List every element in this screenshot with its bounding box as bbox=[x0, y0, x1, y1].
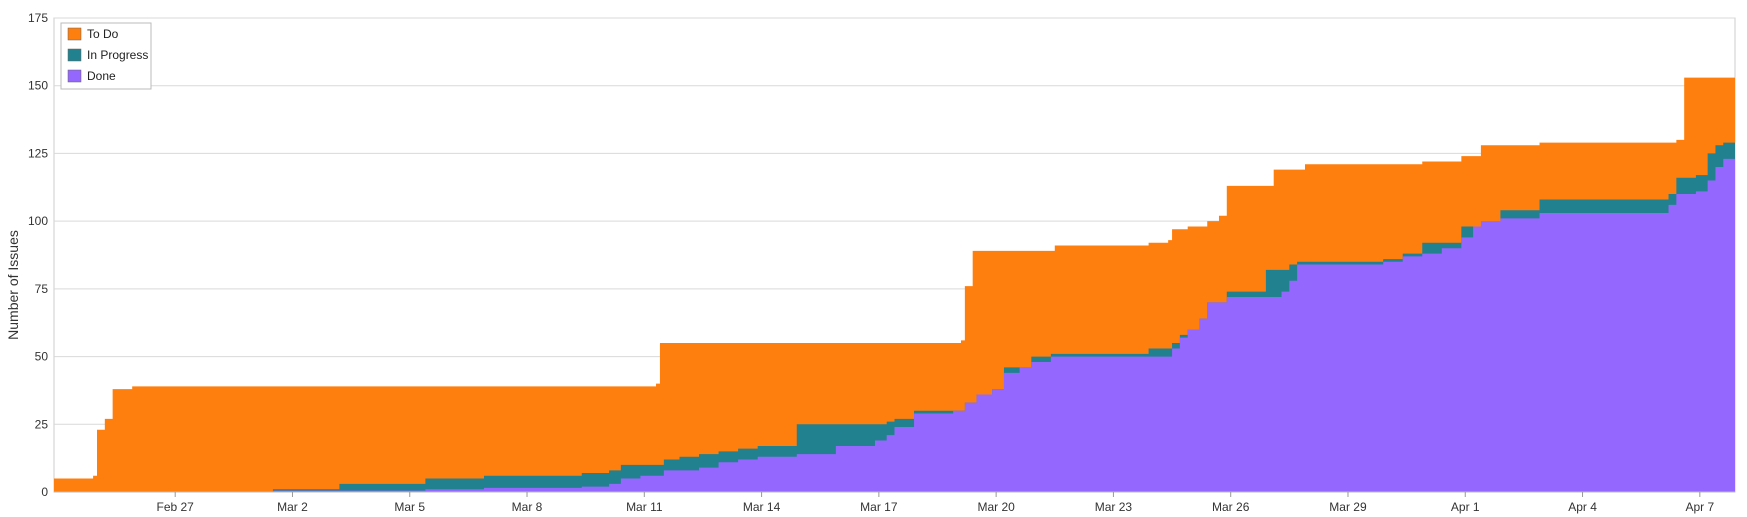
y-tick-label: 75 bbox=[35, 282, 49, 296]
legend-label-done: Done bbox=[87, 69, 116, 83]
y-tick-label: 25 bbox=[35, 417, 49, 431]
x-tick-label: Mar 11 bbox=[626, 500, 663, 514]
y-tick-label: 150 bbox=[28, 79, 48, 93]
legend-swatch-in-progress bbox=[67, 48, 82, 62]
axis-layer: 0 25 50 75 100 125 150 175 Feb 27 Mar 2 Mar 5 Mar 8… bbox=[28, 11, 1735, 514]
x-tick-label: Mar 17 bbox=[860, 500, 898, 514]
x-tick-label: Mar 8 bbox=[512, 500, 543, 514]
x-tick-label: Feb 27 bbox=[157, 500, 195, 514]
y-tick-label: 100 bbox=[28, 214, 48, 228]
x-tick-label: Mar 26 bbox=[1212, 500, 1250, 514]
x-tick-label: Mar 29 bbox=[1329, 500, 1367, 514]
y-tick-label: 0 bbox=[41, 485, 48, 499]
x-tick-label: Mar 20 bbox=[977, 500, 1015, 514]
y-tick-label: 175 bbox=[28, 11, 48, 25]
x-tick-label: Mar 14 bbox=[743, 500, 781, 514]
y-tick-label: 125 bbox=[28, 146, 48, 160]
legend: To Do In Progress Done bbox=[60, 22, 152, 90]
series-area-done bbox=[54, 158, 1735, 493]
legend-swatch-done bbox=[67, 69, 82, 83]
x-tick-label: Apr 4 bbox=[1568, 500, 1597, 514]
x-tick-label: Mar 23 bbox=[1095, 500, 1133, 514]
x-tick-label: Mar 5 bbox=[394, 500, 425, 514]
x-tick-label: Mar 2 bbox=[277, 500, 308, 514]
area-layer bbox=[54, 77, 1735, 493]
x-tick-label: Apr 1 bbox=[1451, 500, 1480, 514]
legend-label-to-do: To Do bbox=[87, 27, 119, 41]
y-tick-label: 50 bbox=[35, 350, 49, 364]
y-axis-title: Number of Issues bbox=[5, 230, 21, 340]
legend-swatch-to-do bbox=[67, 27, 82, 41]
x-tick-label: Apr 7 bbox=[1685, 500, 1714, 514]
legend-label-in-progress: In Progress bbox=[87, 48, 148, 62]
